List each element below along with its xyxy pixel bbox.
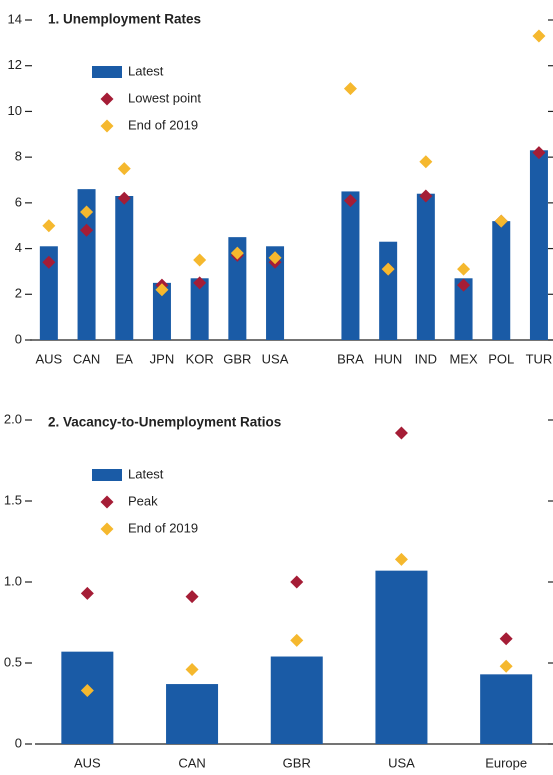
bar [270, 656, 323, 744]
legend-label: End of 2019 [128, 117, 198, 132]
x-tick-label: KOR [186, 351, 214, 366]
bar [341, 191, 360, 340]
y-tick-label: 1.0 [4, 573, 22, 588]
y-tick-label: 6 [15, 194, 22, 209]
chart-title: 1. Unemployment Rates [48, 12, 201, 27]
bar [77, 189, 96, 340]
bar [115, 196, 134, 340]
y-tick-label: 10 [8, 103, 22, 118]
x-tick-label: USA [388, 755, 415, 770]
marker [117, 191, 131, 205]
x-tick-label: AUS [74, 755, 101, 770]
y-tick-label: 2 [15, 286, 22, 301]
marker [80, 684, 94, 698]
marker [343, 82, 357, 96]
x-tick-label: TUR [526, 351, 553, 366]
marker [494, 214, 508, 228]
y-tick-label: 1.5 [4, 492, 22, 507]
x-tick-label: CAN [73, 351, 100, 366]
bar [39, 246, 58, 340]
legend-label: Peak [128, 493, 158, 508]
legend-label: Lowest point [128, 90, 201, 105]
legend-swatch [100, 92, 114, 106]
y-tick-label: 14 [8, 11, 22, 26]
x-tick-label: JPN [150, 351, 175, 366]
marker [499, 659, 513, 673]
x-tick-label: POL [488, 351, 514, 366]
bar [266, 246, 285, 340]
marker [419, 189, 433, 203]
marker [419, 155, 433, 169]
y-tick-label: 4 [15, 240, 22, 255]
x-tick-label: AUS [35, 351, 62, 366]
bar [61, 651, 114, 744]
marker [499, 632, 513, 646]
marker [457, 262, 471, 276]
bar [480, 674, 533, 744]
marker [532, 29, 546, 43]
y-tick-label: 0.5 [4, 654, 22, 669]
x-tick-label: EA [116, 351, 134, 366]
marker [532, 146, 546, 160]
marker [155, 283, 169, 297]
x-tick-label: CAN [178, 755, 205, 770]
bar [529, 150, 548, 340]
marker [42, 255, 56, 269]
marker [117, 162, 131, 176]
bar [416, 193, 435, 340]
legend-swatch [92, 469, 122, 481]
marker [290, 633, 304, 647]
marker [457, 278, 471, 292]
bar [492, 221, 511, 340]
marker [268, 251, 282, 265]
marker [394, 426, 408, 440]
x-tick-label: USA [262, 351, 289, 366]
x-tick-label: BRA [337, 351, 364, 366]
marker [42, 219, 56, 233]
marker [193, 276, 207, 290]
legend-swatch [100, 495, 114, 509]
legend-swatch [100, 522, 114, 536]
y-tick-label: 0 [15, 735, 22, 750]
bar [166, 684, 219, 744]
y-tick-label: 8 [15, 149, 22, 164]
marker [185, 590, 199, 604]
bar [375, 570, 428, 744]
marker [80, 223, 94, 237]
legend-label: End of 2019 [128, 520, 198, 535]
marker [230, 246, 244, 260]
y-tick-label: 0 [15, 331, 22, 346]
bar [228, 237, 247, 340]
bar [454, 278, 473, 340]
marker [193, 253, 207, 267]
legend-swatch [92, 66, 122, 78]
marker [80, 586, 94, 600]
marker [290, 575, 304, 589]
x-tick-label: GBR [223, 351, 251, 366]
marker [394, 552, 408, 566]
marker [80, 205, 94, 219]
marker [343, 194, 357, 208]
legend-swatch [100, 119, 114, 133]
x-tick-label: IND [415, 351, 437, 366]
marker [185, 662, 199, 676]
legend-label: Latest [128, 466, 164, 481]
y-tick-label: 12 [8, 57, 22, 72]
bar [190, 278, 209, 340]
y-tick-label: 2.0 [4, 411, 22, 426]
x-tick-label: HUN [374, 351, 402, 366]
x-tick-label: GBR [283, 755, 311, 770]
bar [152, 282, 171, 340]
legend-label: Latest [128, 63, 164, 78]
x-tick-label: Europe [485, 755, 527, 770]
bar [379, 241, 398, 340]
chart-title: 2. Vacancy-to-Unemployment Ratios [48, 415, 281, 430]
marker [381, 262, 395, 276]
x-tick-label: MEX [449, 351, 478, 366]
